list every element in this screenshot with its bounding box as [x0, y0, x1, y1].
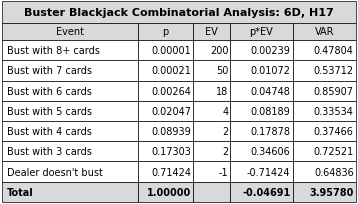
- Text: VAR: VAR: [315, 27, 334, 37]
- Bar: [193, 81, 230, 101]
- Text: 18: 18: [216, 86, 228, 96]
- Bar: [2, 41, 138, 61]
- Text: 4: 4: [222, 106, 228, 116]
- Text: Bust with 4 cards: Bust with 4 cards: [7, 126, 92, 136]
- Bar: [230, 61, 293, 81]
- Bar: [138, 142, 193, 162]
- Text: p*EV: p*EV: [250, 27, 273, 37]
- Text: Event: Event: [56, 27, 84, 37]
- Bar: [2, 23, 138, 41]
- Bar: [230, 101, 293, 121]
- Text: 200: 200: [210, 46, 228, 56]
- Bar: [138, 61, 193, 81]
- Text: 2: 2: [222, 147, 228, 157]
- Text: 0.01072: 0.01072: [251, 66, 290, 76]
- Bar: [138, 23, 193, 41]
- Text: 0.64836: 0.64836: [314, 167, 354, 177]
- Bar: [230, 23, 293, 41]
- Text: Bust with 5 cards: Bust with 5 cards: [7, 106, 92, 116]
- Text: Bust with 3 cards: Bust with 3 cards: [7, 147, 92, 157]
- Bar: [293, 23, 356, 41]
- Bar: [2, 81, 138, 101]
- Text: Total: Total: [7, 187, 34, 197]
- Bar: [2, 142, 138, 162]
- Bar: [230, 41, 293, 61]
- Text: 0.34606: 0.34606: [251, 147, 290, 157]
- Text: -0.04691: -0.04691: [242, 187, 290, 197]
- Bar: [193, 41, 230, 61]
- Bar: [230, 81, 293, 101]
- Text: 0.53712: 0.53712: [314, 66, 354, 76]
- Text: 0.00239: 0.00239: [251, 46, 290, 56]
- Bar: [2, 162, 138, 182]
- Bar: [138, 41, 193, 61]
- Bar: [293, 182, 356, 202]
- Text: 0.17303: 0.17303: [151, 147, 191, 157]
- Text: -0.71424: -0.71424: [247, 167, 290, 177]
- Text: 2: 2: [222, 126, 228, 136]
- Text: EV: EV: [205, 27, 218, 37]
- Bar: [293, 121, 356, 142]
- Text: Bust with 7 cards: Bust with 7 cards: [7, 66, 92, 76]
- Bar: [293, 162, 356, 182]
- Bar: [2, 182, 138, 202]
- Bar: [193, 142, 230, 162]
- Text: 0.47804: 0.47804: [314, 46, 354, 56]
- Bar: [2, 101, 138, 121]
- Text: -1: -1: [219, 167, 228, 177]
- Text: 0.00021: 0.00021: [151, 66, 191, 76]
- Bar: [193, 61, 230, 81]
- Text: 1.00000: 1.00000: [147, 187, 191, 197]
- Text: 0.85907: 0.85907: [314, 86, 354, 96]
- Text: 0.37466: 0.37466: [314, 126, 354, 136]
- Text: Dealer doesn't bust: Dealer doesn't bust: [7, 167, 103, 177]
- Bar: [2, 61, 138, 81]
- Text: 50: 50: [216, 66, 228, 76]
- Text: 0.72521: 0.72521: [314, 147, 354, 157]
- Bar: [138, 182, 193, 202]
- Bar: [193, 121, 230, 142]
- Bar: [2, 2, 356, 23]
- Bar: [293, 41, 356, 61]
- Text: 0.08189: 0.08189: [251, 106, 290, 116]
- Bar: [138, 162, 193, 182]
- Text: 0.00001: 0.00001: [151, 46, 191, 56]
- Text: 0.17878: 0.17878: [251, 126, 290, 136]
- Bar: [293, 61, 356, 81]
- Bar: [138, 81, 193, 101]
- Text: 0.04748: 0.04748: [251, 86, 290, 96]
- Bar: [193, 162, 230, 182]
- Bar: [193, 101, 230, 121]
- Bar: [293, 142, 356, 162]
- Text: Buster Blackjack Combinatorial Analysis: 6D, H17: Buster Blackjack Combinatorial Analysis:…: [24, 8, 334, 18]
- Bar: [193, 23, 230, 41]
- Bar: [293, 81, 356, 101]
- Bar: [230, 162, 293, 182]
- Text: 3.95780: 3.95780: [309, 187, 354, 197]
- Text: p: p: [163, 27, 169, 37]
- Bar: [2, 121, 138, 142]
- Bar: [230, 121, 293, 142]
- Text: Bust with 8+ cards: Bust with 8+ cards: [7, 46, 100, 56]
- Bar: [230, 182, 293, 202]
- Bar: [230, 142, 293, 162]
- Text: 0.02047: 0.02047: [151, 106, 191, 116]
- Text: 0.71424: 0.71424: [151, 167, 191, 177]
- Bar: [138, 101, 193, 121]
- Bar: [138, 121, 193, 142]
- Text: 0.08939: 0.08939: [151, 126, 191, 136]
- Text: 0.00264: 0.00264: [151, 86, 191, 96]
- Bar: [293, 101, 356, 121]
- Text: 0.33534: 0.33534: [314, 106, 354, 116]
- Bar: [193, 182, 230, 202]
- Text: Bust with 6 cards: Bust with 6 cards: [7, 86, 92, 96]
